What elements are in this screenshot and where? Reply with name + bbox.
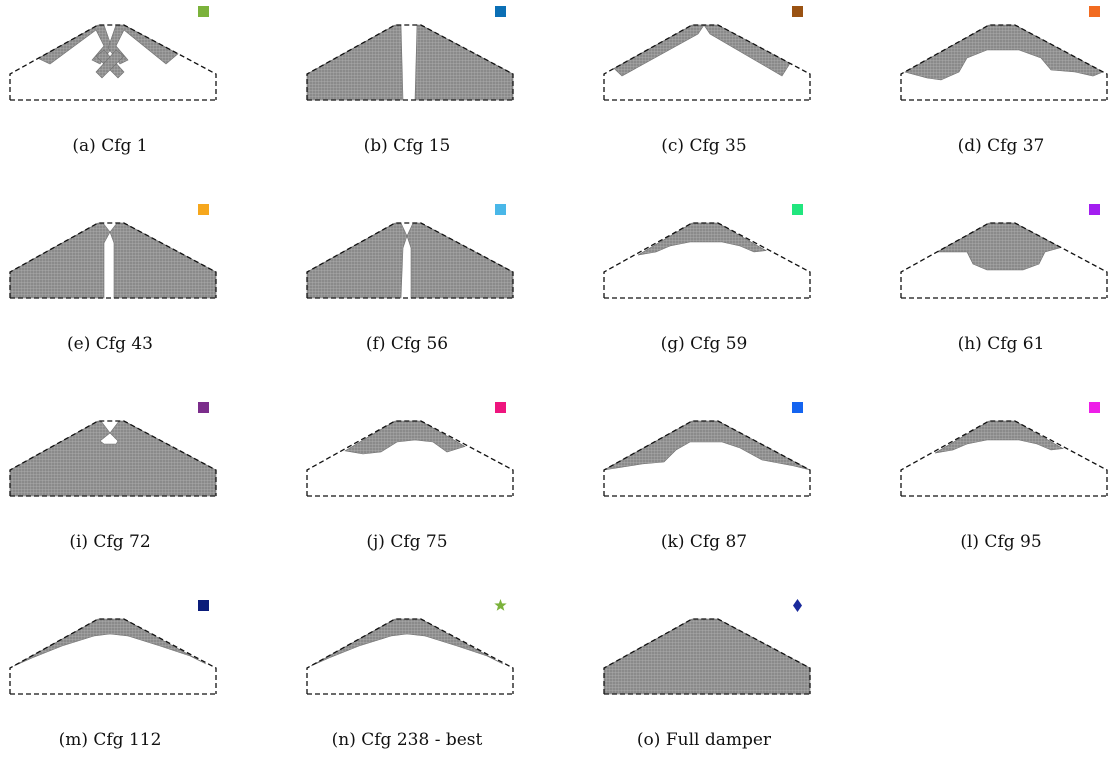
material-region	[613, 24, 705, 77]
panel-caption: (n) Cfg 238 - best	[331, 730, 483, 750]
material-region	[703, 24, 791, 77]
config-marker-square	[198, 204, 209, 215]
config-marker-star	[494, 599, 507, 611]
config-marker-square	[792, 402, 803, 413]
domain-outline	[900, 420, 1108, 496]
domain-outline	[306, 420, 514, 496]
material-region	[109, 222, 217, 299]
material-region	[9, 222, 111, 299]
panel: (b) Cfg 15	[297, 0, 517, 170]
config-marker-square	[495, 204, 506, 215]
panel-caption: (k) Cfg 87	[660, 532, 748, 552]
panel: (l) Cfg 95	[891, 396, 1111, 566]
panel-caption: (f) Cfg 56	[365, 334, 449, 354]
panel: (n) Cfg 238 - best	[297, 594, 517, 764]
damper-topology-svg	[306, 599, 514, 695]
domain-outline	[900, 222, 1108, 298]
panel-caption: (b) Cfg 15	[363, 136, 451, 156]
domain-outline	[306, 618, 514, 694]
panel-caption: (j) Cfg 75	[366, 532, 448, 552]
panel-caption: (o) Full damper	[636, 730, 772, 750]
config-marker-square	[1089, 204, 1100, 215]
material-region	[406, 222, 514, 299]
damper-topology-svg	[900, 6, 1108, 101]
config-marker-square	[198, 600, 209, 611]
domain-outline	[306, 222, 514, 298]
config-marker-square	[792, 6, 803, 17]
panel-caption: (d) Cfg 37	[957, 136, 1045, 156]
material-region	[904, 24, 1104, 81]
material-region	[344, 420, 466, 455]
domain-outline	[603, 222, 811, 298]
config-marker-square	[1089, 6, 1100, 17]
panel: (m) Cfg 112	[0, 594, 220, 764]
domain-outline	[9, 24, 217, 100]
panel: (g) Cfg 59	[594, 198, 814, 368]
damper-topology-svg	[603, 204, 811, 299]
config-marker-square	[198, 6, 209, 17]
domain-outline	[9, 618, 217, 694]
panel-caption: (c) Cfg 35	[661, 136, 747, 156]
config-marker-square	[495, 6, 506, 17]
damper-topology-svg	[900, 402, 1108, 497]
material-region	[603, 618, 811, 695]
panel-caption: (g) Cfg 59	[660, 334, 748, 354]
damper-topology-svg	[603, 6, 811, 101]
panel: (h) Cfg 61	[891, 198, 1111, 368]
panel: (j) Cfg 75	[297, 396, 517, 566]
config-marker-diamond	[793, 599, 802, 612]
config-marker-square	[1089, 402, 1100, 413]
damper-topology-svg	[9, 204, 217, 299]
panel: (a) Cfg 1	[0, 0, 220, 170]
panel-caption: (l) Cfg 95	[960, 532, 1042, 552]
material-region	[306, 24, 404, 101]
damper-topology-svg	[306, 402, 514, 497]
material-region	[935, 222, 1062, 271]
material-region	[9, 420, 217, 497]
domain-outline	[9, 420, 217, 496]
panel-caption: (e) Cfg 43	[67, 334, 153, 354]
config-marker-square	[792, 204, 803, 215]
domain-outline	[603, 618, 811, 694]
damper-topology-svg	[306, 204, 514, 299]
domain-outline	[306, 24, 514, 100]
damper-topology-svg	[306, 6, 514, 101]
domain-outline	[9, 222, 217, 298]
domain-outline	[603, 420, 811, 496]
panel-caption: (a) Cfg 1	[72, 136, 148, 156]
material-region	[603, 420, 811, 471]
config-marker-square	[198, 402, 209, 413]
panel: (i) Cfg 72	[0, 396, 220, 566]
panel: (k) Cfg 87	[594, 396, 814, 566]
domain-outline	[900, 24, 1108, 100]
panel-caption: (m) Cfg 112	[58, 730, 162, 750]
config-marker-square	[495, 402, 506, 413]
panel-caption: (h) Cfg 61	[957, 334, 1045, 354]
damper-topology-svg	[9, 600, 217, 695]
panel: (e) Cfg 43	[0, 198, 220, 368]
damper-topology-svg	[9, 402, 217, 497]
panel: (o) Full damper	[594, 594, 814, 764]
damper-topology-svg	[603, 402, 811, 497]
panel: (d) Cfg 37	[891, 0, 1111, 170]
material-region	[95, 49, 125, 79]
material-region	[306, 222, 408, 299]
panel: (c) Cfg 35	[594, 0, 814, 170]
material-region	[13, 618, 207, 667]
panel: (f) Cfg 56	[297, 198, 517, 368]
damper-topology-svg	[603, 599, 811, 695]
damper-topology-svg	[900, 204, 1108, 299]
domain-outline	[603, 24, 811, 100]
panel-caption: (i) Cfg 72	[69, 532, 151, 552]
damper-topology-svg	[9, 6, 217, 101]
material-region	[310, 618, 504, 667]
material-region	[414, 24, 514, 101]
